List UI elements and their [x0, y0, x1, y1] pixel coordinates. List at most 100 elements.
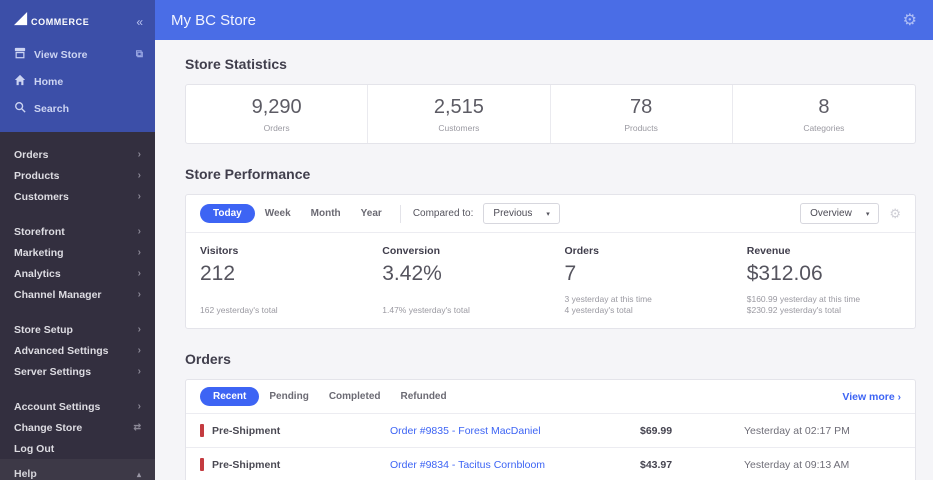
overview-select[interactable]: Overview ▾ — [800, 203, 880, 224]
order-link[interactable]: Order #9834 - Tacitus Cornbloom — [390, 458, 546, 471]
status-label: Pre-Shipment — [212, 458, 281, 471]
status-bar — [200, 458, 204, 471]
stat-value: 9,290 — [251, 96, 302, 118]
sidebar-item-server-settings[interactable]: Server Settings › — [0, 361, 155, 382]
sidebar-item-change-store[interactable]: Change Store ⇄ — [0, 417, 155, 438]
stat-label: Products — [624, 123, 658, 133]
order-amount: $69.99 — [640, 424, 673, 437]
sidebar-top-section: COMMERCE « View Store ⧉ Home — [0, 0, 155, 132]
sidebar-item-storefront[interactable]: Storefront › — [0, 221, 155, 242]
top-header: My BC Store ⚙ — [155, 0, 933, 40]
sidebar-item-log-out[interactable]: Log Out — [0, 438, 155, 459]
tab-year[interactable]: Year — [360, 208, 382, 219]
metric-conversion: Conversion 3.42% 1.47% yesterday's total — [368, 243, 550, 316]
order-date: Yesterday at 09:13 AM — [744, 458, 850, 471]
metric-value: 212 — [200, 262, 236, 285]
sidebar: COMMERCE « View Store ⧉ Home — [0, 0, 155, 480]
metric-note: 4 yesterday's total — [564, 305, 633, 315]
tab-completed[interactable]: Completed — [328, 391, 381, 402]
store-performance-heading: Store Performance — [185, 166, 311, 182]
sidebar-nav: Orders › Products › Customers › Storefro… — [0, 132, 155, 459]
chevron-right-icon: › — [137, 401, 141, 412]
tab-recent[interactable]: Recent — [200, 387, 260, 406]
chevron-right-icon: › — [137, 345, 141, 356]
swap-store-icon: ⇄ — [133, 422, 141, 432]
order-date: Yesterday at 02:17 PM — [744, 424, 850, 437]
chevron-right-icon: › — [137, 268, 141, 279]
orders-toolbar: Recent Pending Completed Refunded View m… — [186, 380, 915, 414]
metric-orders: Orders 7 3 yesterday at this time 4 yest… — [551, 243, 733, 316]
orders-card: Recent Pending Completed Refunded View m… — [185, 379, 916, 480]
collapse-sidebar-icon[interactable]: « — [136, 14, 143, 29]
sidebar-item-analytics[interactable]: Analytics › — [0, 263, 155, 284]
overview-value: Overview — [810, 208, 852, 219]
chevron-right-icon: › — [137, 247, 141, 258]
bigcommerce-logo: COMMERCE — [14, 12, 89, 31]
view-more-link[interactable]: View more › — [842, 391, 901, 403]
caret-down-icon: ▾ — [865, 210, 870, 218]
metric-value: $312.06 — [746, 262, 823, 285]
store-statistics-heading: Store Statistics — [185, 56, 287, 72]
performance-settings-gear-icon[interactable]: ⚙ — [889, 205, 901, 221]
sidebar-item-channel-manager[interactable]: Channel Manager › — [0, 284, 155, 305]
sidebar-item-orders[interactable]: Orders › — [0, 144, 155, 165]
sidebar-item-label: Customers — [14, 190, 69, 203]
chevron-right-icon: › — [137, 170, 141, 181]
sidebar-help[interactable]: Help ▴ Support Pin: 888888 — [0, 459, 155, 480]
metric-label: Conversion — [382, 245, 441, 257]
tab-pending[interactable]: Pending — [269, 391, 309, 402]
sidebar-item-label: Storefront — [14, 225, 65, 238]
stat-orders: 9,290 Orders — [186, 85, 369, 143]
sidebar-item-label: Analytics — [14, 267, 61, 280]
metric-note: 1.47% yesterday's total — [382, 305, 470, 315]
content: Store Statistics 9,290 Orders 2,515 Cust… — [155, 40, 933, 480]
tab-month[interactable]: Month — [310, 208, 341, 219]
chevron-right-icon: › — [137, 149, 141, 160]
metric-note: 3 yesterday at this time — [564, 294, 652, 304]
sidebar-item-label: Server Settings — [14, 365, 92, 378]
tab-week[interactable]: Week — [264, 208, 291, 219]
chevron-right-icon: › — [137, 366, 141, 377]
home-icon — [14, 74, 26, 89]
chevron-right-icon: › — [137, 289, 141, 300]
stat-value: 2,515 — [433, 96, 484, 118]
sidebar-item-home[interactable]: Home — [0, 68, 155, 95]
logo-text: COMMERCE — [31, 16, 90, 27]
sidebar-item-label: Store Setup — [14, 323, 73, 336]
stat-products: 78 Products — [551, 85, 733, 143]
sidebar-item-label: View Store — [34, 48, 88, 61]
order-status: Pre-Shipment — [200, 458, 390, 471]
sidebar-item-view-store[interactable]: View Store ⧉ — [0, 41, 155, 68]
orders-heading: Orders — [185, 351, 231, 367]
stat-label: Orders — [263, 123, 290, 133]
sidebar-item-label: Home — [34, 75, 64, 88]
caret-up-icon: ▴ — [136, 469, 141, 479]
order-link[interactable]: Order #9835 - Forest MacDaniel — [390, 424, 541, 437]
stat-label: Categories — [803, 123, 845, 133]
order-row: Pre-Shipment Order #9834 - Tacitus Cornb… — [186, 448, 915, 480]
sidebar-item-label: Orders — [14, 148, 49, 161]
sidebar-item-search[interactable]: Search — [0, 95, 155, 122]
sidebar-item-products[interactable]: Products › — [0, 165, 155, 186]
sidebar-item-customers[interactable]: Customers › — [0, 186, 155, 207]
caret-down-icon: ▾ — [546, 210, 550, 218]
status-label: Pre-Shipment — [212, 424, 281, 437]
sidebar-item-account-settings[interactable]: Account Settings › — [0, 396, 155, 417]
sidebar-item-marketing[interactable]: Marketing › — [0, 242, 155, 263]
sidebar-item-label: Search — [34, 102, 70, 115]
metric-note: $230.92 yesterday's total — [746, 305, 841, 315]
bigcommerce-sail-icon — [14, 12, 28, 31]
tab-refunded[interactable]: Refunded — [400, 391, 447, 402]
compared-to-select[interactable]: Previous ▾ — [483, 203, 560, 224]
settings-gear-icon[interactable]: ⚙ — [902, 12, 917, 29]
view-more-label: View more — [842, 390, 895, 403]
help-label: Help — [14, 468, 37, 480]
metric-visitors: Visitors 212 162 yesterday's total — [186, 243, 368, 316]
metric-label: Orders — [564, 245, 599, 257]
sidebar-item-advanced-settings[interactable]: Advanced Settings › — [0, 340, 155, 361]
performance-metrics: Visitors 212 162 yesterday's total Conve… — [186, 233, 915, 328]
tab-today[interactable]: Today — [200, 204, 255, 223]
performance-toolbar: Today Week Month Year Compared to: Previ… — [186, 195, 915, 233]
metric-note: $160.99 yesterday at this time — [746, 294, 861, 304]
sidebar-item-store-setup[interactable]: Store Setup › — [0, 319, 155, 340]
